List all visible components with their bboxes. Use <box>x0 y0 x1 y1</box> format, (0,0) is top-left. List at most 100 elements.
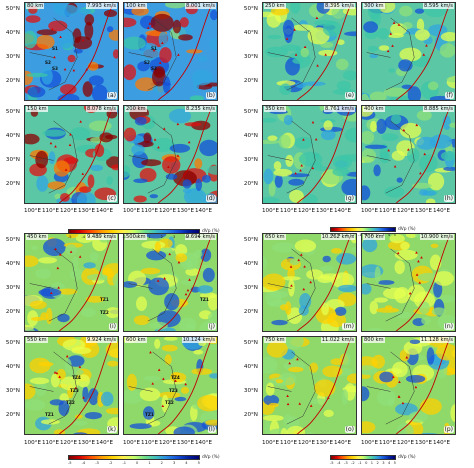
map-panel-i: 450 km 9.489 km/s (i) <box>24 233 119 332</box>
colorbar-tick: -2 <box>108 235 113 239</box>
velocity-anomaly-field <box>362 337 455 434</box>
panel-velocity-label: 8.885 km/s <box>422 106 454 112</box>
colorbar-tick: 1 <box>148 235 151 239</box>
velocity-anomaly-field <box>25 337 118 434</box>
map-panel-m: 650 km 10.262 km/s (m) <box>262 233 357 332</box>
longitude-label: 140°E <box>334 440 352 446</box>
latitude-label: 30°N <box>243 285 258 291</box>
panel-velocity-label: 10.124 km/s <box>181 337 216 343</box>
longitude-label: 130°E <box>316 208 334 214</box>
velocity-anomaly-field <box>124 106 217 203</box>
tz1-label: TZ1 <box>200 297 209 302</box>
velocity-anomaly-field <box>263 3 356 100</box>
panel-velocity-label: 11.022 km/s <box>320 337 355 343</box>
colorbar-tick: 2 <box>376 461 379 465</box>
map-panel-b: 100 km 8.001 km/s (b) <box>123 2 218 101</box>
panel-velocity-label: 8.595 km/s <box>422 3 454 9</box>
colorbar-tick: 4 <box>387 233 391 237</box>
colorbar-tick: 3 <box>172 235 176 239</box>
panel-depth-label: 350 km <box>264 106 286 112</box>
longitude-label: 110°E <box>280 208 298 214</box>
map-panel-g: 350 km 8.761 km/s (g) <box>262 105 357 204</box>
longitude-label: 100°E <box>361 208 379 214</box>
map-panel-h: 400 km 8.885 km/s (h) <box>361 105 456 204</box>
colorbar-tick: 0 <box>136 461 139 465</box>
longitude-label: 100°E <box>262 440 280 446</box>
panel-depth-label: 550 km <box>26 337 48 343</box>
latitude-label: 50°N <box>243 6 258 12</box>
latitude-label: 20°N <box>5 412 20 418</box>
panel-letter: (j) <box>207 323 216 330</box>
panel-letter: (i) <box>108 323 117 330</box>
colorbar-right-top-ticks: -5 -4 -3 -2 -1 0 1 2 3 4 5 <box>330 233 396 237</box>
panel-letter: (a) <box>106 92 117 99</box>
longitude-label: 110°E <box>141 208 159 214</box>
panel-depth-label: 400 km <box>363 106 385 112</box>
velocity-anomaly-field <box>263 106 356 203</box>
colorbar-top-ticks: -5 -4 -3 -2 -1 0 1 2 3 4 5 <box>68 235 200 239</box>
s2-label: S2 <box>144 60 150 65</box>
panel-depth-label: 500 km <box>125 234 147 240</box>
velocity-anomaly-field <box>263 234 356 331</box>
s2-label: S2 <box>45 60 51 65</box>
colorbar-tick: -3 <box>95 235 99 239</box>
panel-velocity-label: 8.235 km/s <box>184 106 216 112</box>
velocity-anomaly-field <box>25 106 118 203</box>
panel-velocity-label: 8.761 km/s <box>323 106 355 112</box>
colorbar-tick: 5 <box>197 235 200 239</box>
latitude-label: 30°N <box>243 388 258 394</box>
panel-velocity-label: 11.128 km/s <box>419 337 454 343</box>
longitude-label: 110°E <box>42 440 60 446</box>
colorbar-tick: 5 <box>393 233 396 237</box>
tz1-label: TZ1 <box>145 412 154 417</box>
colorbar-tick: -2 <box>351 461 355 465</box>
longitude-label: 100°E <box>24 440 42 446</box>
colorbar-tick: 2 <box>160 461 163 465</box>
latitude-label: 30°N <box>5 54 20 60</box>
longitude-label: 130°E <box>177 208 195 214</box>
longitude-label: 140°E <box>195 440 213 446</box>
colorbar-tick: -1 <box>358 461 362 465</box>
longitude-label: 140°E <box>96 440 114 446</box>
longitude-label: 140°E <box>433 440 451 446</box>
tz2-label: TZ2 <box>100 310 109 315</box>
panel-depth-label: 750 km <box>264 337 286 343</box>
colorbar-top <box>68 229 200 234</box>
panel-depth-label: 250 km <box>264 3 286 9</box>
velocity-anomaly-field <box>362 106 455 203</box>
longitude-label: 120°E <box>159 440 177 446</box>
panel-letter: (l) <box>207 426 216 433</box>
longitude-label: 120°E <box>298 440 316 446</box>
colorbar-tick: -3 <box>344 461 348 465</box>
tz1-label: TZ1 <box>100 297 109 302</box>
s1-label: S1 <box>151 46 157 51</box>
panel-velocity-label: 10.900 km/s <box>419 234 454 240</box>
colorbar-tick: 4 <box>185 235 188 239</box>
panel-letter: (p) <box>443 426 454 433</box>
panel-letter: (b) <box>205 92 216 99</box>
colorbar-right-bottom-label: dVp (%) <box>398 455 416 460</box>
panel-letter: (f) <box>445 92 454 99</box>
longitude-label: 120°E <box>60 208 78 214</box>
colorbar-bottom-ticks: -5 -4 -3 -2 -1 0 1 2 3 4 5 <box>68 461 200 465</box>
longitude-label: 100°E <box>361 440 379 446</box>
longitude-label: 110°E <box>141 440 159 446</box>
colorbar-tick: -5 <box>330 461 334 465</box>
longitude-label: 130°E <box>78 208 96 214</box>
panel-letter: (k) <box>106 426 117 433</box>
longitude-label: 120°E <box>159 208 177 214</box>
latitude-label: 40°N <box>243 261 258 267</box>
map-panel-n: 700 km 10.900 km/s (n) <box>361 233 456 332</box>
panel-depth-label: 80 km <box>26 3 45 9</box>
longitude-label: 100°E <box>262 208 280 214</box>
colorbar-tick: 1 <box>370 461 374 465</box>
s3-label: S3 <box>52 66 58 71</box>
colorbar-tick: 0 <box>365 233 368 237</box>
longitude-label: 140°E <box>195 208 213 214</box>
longitude-label: 100°E <box>24 208 42 214</box>
colorbar-top-label: dVp (%) <box>202 229 220 234</box>
latitude-label: 20°N <box>243 181 258 187</box>
colorbar-tick: -4 <box>81 461 86 465</box>
tz3-label: TZ3 <box>169 388 178 393</box>
longitude-label: 100°E <box>123 208 141 214</box>
